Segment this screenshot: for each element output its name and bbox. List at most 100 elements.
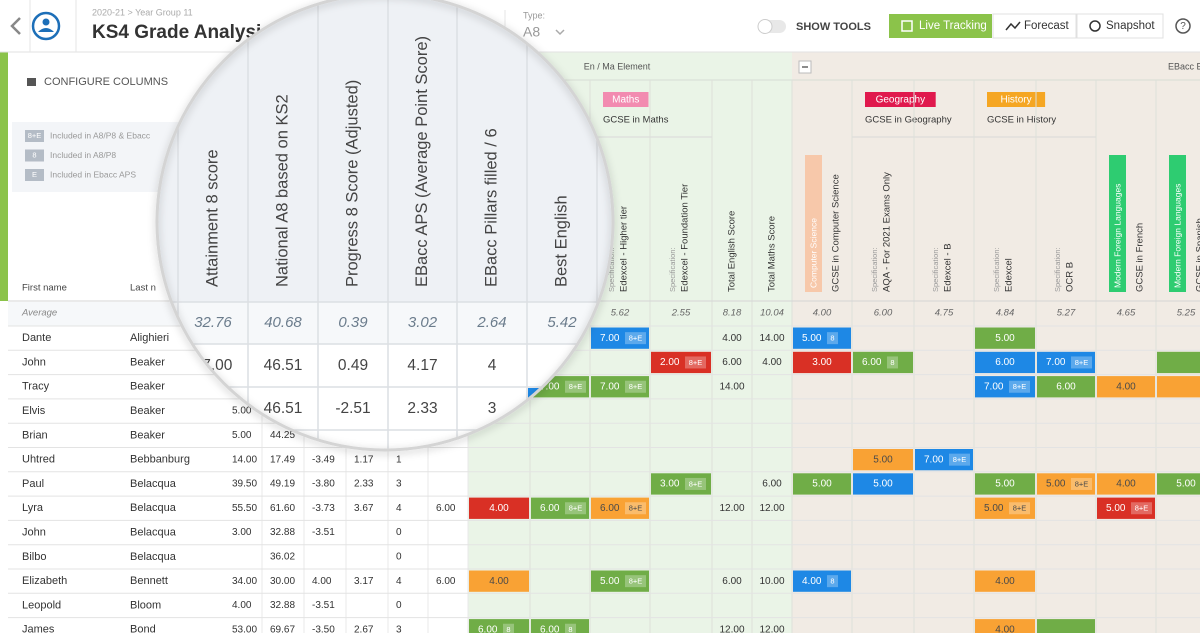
button-label[interactable]: Snapshot: [1106, 20, 1155, 32]
grade-cell[interactable]: [975, 351, 1035, 374]
grade-cell[interactable]: [853, 473, 913, 495]
grade-cell[interactable]: [591, 327, 649, 349]
grade-cell[interactable]: [1097, 497, 1155, 519]
legend-text: Included in A8/P8 & Ebacc: [50, 130, 151, 140]
average-value: 2.55: [671, 308, 691, 319]
grade-cell[interactable]: [591, 376, 649, 398]
grade-cell[interactable]: [1157, 351, 1200, 374]
grade-badge: [625, 380, 646, 393]
grade-cell[interactable]: [1037, 351, 1095, 374]
cell-value: 3.67: [354, 503, 374, 514]
select-chevron[interactable]: [555, 29, 565, 36]
subject-title: GCSE in Geography: [865, 115, 952, 126]
grade-cell[interactable]: [1157, 473, 1200, 495]
grade-value: 4.00: [995, 624, 1015, 633]
last-name: Beaker: [130, 381, 165, 393]
average-value: 8.18: [723, 308, 742, 319]
page-title: KS4 Grade Analysis: [92, 22, 272, 43]
grade-badge: [565, 380, 586, 393]
button-label[interactable]: Live Tracking: [919, 20, 987, 32]
average-value: 4.00: [813, 308, 832, 319]
grade-cell[interactable]: [975, 497, 1035, 519]
help-icon[interactable]: ?: [1180, 21, 1186, 32]
grade-value: 2.00: [660, 357, 680, 368]
help-button[interactable]: [1175, 18, 1191, 34]
grade-cell[interactable]: [469, 497, 529, 519]
magnifier-column-header: Best English: [552, 195, 570, 287]
cell-value: 12.00: [719, 624, 744, 633]
configure-columns[interactable]: CONFIGURE COLUMNS: [44, 76, 168, 88]
grade-badge-text: 8+E: [629, 382, 643, 391]
grade-value: 6.00: [478, 624, 498, 633]
toggle-knob[interactable]: [757, 19, 773, 34]
grade-cell[interactable]: [793, 570, 851, 592]
grade-value: 5.00: [1176, 479, 1196, 490]
grade-value: 5.00: [1106, 503, 1126, 514]
cell-value: 49.19: [270, 479, 295, 490]
grade-badge: [565, 502, 586, 515]
grade-badge: [1071, 477, 1092, 490]
grade-cell[interactable]: [531, 619, 589, 633]
back-button[interactable]: [10, 17, 21, 35]
column-tag-text: Computer Science: [808, 218, 818, 288]
config-icon: [27, 78, 36, 86]
grade-cell[interactable]: [531, 497, 589, 519]
live-tracking-button[interactable]: [889, 14, 992, 38]
button-label[interactable]: Forecast: [1024, 20, 1070, 32]
magnifier-column-header: EBacc APS (Average Point Score): [413, 36, 431, 287]
subject-tag: [865, 92, 936, 107]
cell-value: 32.88: [270, 600, 295, 611]
grade-cell[interactable]: [1037, 619, 1095, 633]
grade-cell[interactable]: [853, 351, 913, 374]
grade-cell[interactable]: [975, 619, 1035, 633]
last-name: Bloom: [130, 599, 161, 611]
grade-cell[interactable]: [591, 570, 649, 592]
grade-cell[interactable]: [853, 449, 913, 471]
type-select[interactable]: A8: [523, 24, 540, 40]
grade-cell[interactable]: [975, 473, 1035, 495]
cell-value: 12.00: [759, 624, 784, 633]
grade-cell[interactable]: [651, 351, 711, 374]
grade-cell[interactable]: [1097, 473, 1155, 495]
grade-cell[interactable]: [1037, 473, 1095, 495]
grade-cell[interactable]: [793, 351, 851, 374]
average-value: 4.84: [996, 308, 1015, 319]
grade-cell[interactable]: [915, 449, 973, 471]
cell-value: 0: [396, 527, 402, 538]
last-name: Belacqua: [130, 551, 177, 563]
grade-cell[interactable]: [651, 473, 711, 495]
average-value: 6.00: [874, 308, 893, 319]
first-name: Tracy: [22, 381, 50, 393]
grade-value: 5.00: [802, 333, 822, 344]
legend-badge: [25, 149, 44, 162]
first-name: Elizabeth: [22, 575, 67, 587]
grade-cell[interactable]: [793, 473, 851, 495]
grade-value: 6.00: [540, 503, 560, 514]
cell-value: 6.00: [436, 576, 456, 587]
grade-cell[interactable]: [469, 570, 529, 592]
grade-cell[interactable]: [1157, 376, 1200, 398]
grade-cell[interactable]: [1097, 376, 1155, 398]
button-icon: [1005, 21, 1021, 31]
forecast-button[interactable]: [992, 13, 1077, 39]
cell-value: 4: [396, 503, 402, 514]
snapshot-button[interactable]: [1076, 13, 1164, 39]
cell-value: 1.17: [354, 454, 374, 465]
grade-cell[interactable]: [975, 376, 1035, 398]
magnifier-average: 32.76: [194, 314, 232, 331]
grade-value: 7.00: [600, 381, 620, 392]
first-name: James: [22, 624, 55, 633]
grade-cell[interactable]: [975, 570, 1035, 592]
column-tag: [805, 155, 822, 292]
grade-cell[interactable]: [975, 327, 1035, 349]
first-name: Uhtred: [22, 454, 55, 466]
magnifier-average: 2.64: [476, 314, 506, 331]
grade-cell[interactable]: [793, 327, 851, 349]
magnifier-column-header: Attainment 8 score: [203, 149, 221, 287]
grade-cell[interactable]: [591, 497, 649, 519]
grade-cell[interactable]: [469, 619, 529, 633]
grade-cell[interactable]: [1037, 376, 1095, 398]
cell-value: -3.50: [312, 624, 335, 633]
grade-badge-text: 8+E: [689, 479, 703, 488]
